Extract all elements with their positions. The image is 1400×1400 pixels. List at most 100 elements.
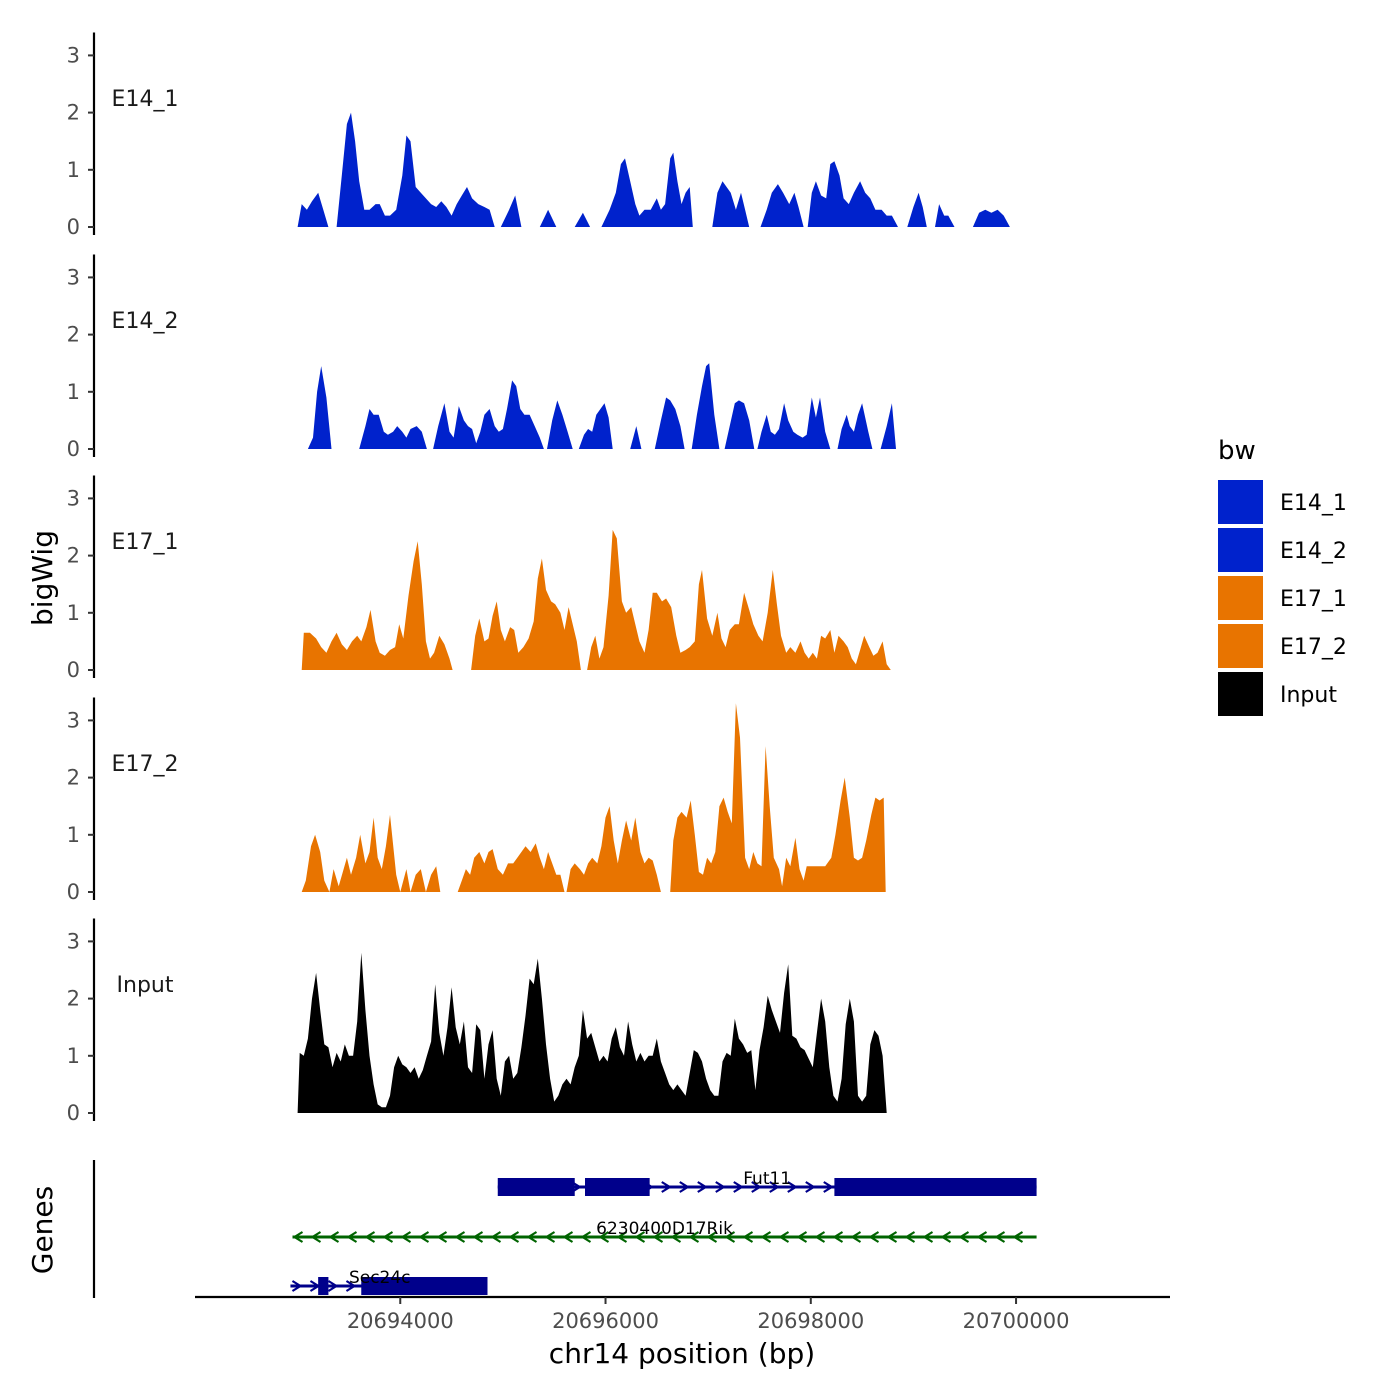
coverage-area-e17-1 [301,529,891,670]
track-label: E14_1 [112,87,179,112]
strand-arrow [715,1181,726,1193]
strand-arrow [814,1231,826,1243]
coverage-area-e17-2 [301,703,886,892]
x-tick-label: 20694000 [347,1309,454,1333]
strand-arrow [886,1231,898,1243]
strand-arrow [958,1231,970,1243]
y-tick-label: 3 [67,486,80,510]
strand-arrow [868,1231,880,1243]
y-tick-label: 1 [67,380,80,404]
strand-arrow [706,1231,718,1243]
strand-arrow [291,1280,303,1292]
y-tick-label: 3 [67,43,80,67]
strand-arrow [454,1231,466,1243]
y-axis-title: bigWig [26,530,59,626]
y-tick-label: 0 [67,1101,80,1125]
strand-arrow [670,1231,682,1243]
strand-arrow [328,1231,340,1243]
strand-arrow [778,1231,790,1243]
strand-arrow [850,1231,862,1243]
legend-swatch [1218,576,1263,620]
strand-arrow [346,1231,358,1243]
strand-arrow [661,1181,672,1193]
y-tick-label: 2 [67,544,80,568]
strand-arrow [382,1231,394,1243]
genes-track: Fut11 6230400D17Rik Sec24c [92,1160,1037,1298]
strand-arrow [769,1181,780,1193]
y-tick-label: 2 [67,766,80,790]
x-axis: 20694000 20696000 20698000 20700000 [195,1295,1170,1333]
strand-arrow [724,1231,736,1243]
exon-block [497,1178,575,1196]
legend-label: E17_1 [1280,587,1347,612]
strand-arrow [679,1181,690,1193]
gene-label: 6230400D17Rik [596,1219,733,1239]
strand-arrow [733,1181,744,1193]
strand-arrow [904,1231,916,1243]
gene-sec24c: Sec24c [290,1268,488,1295]
strand-arrow [327,1280,339,1292]
strand-arrow [994,1231,1006,1243]
strand-arrow [436,1231,448,1243]
y-tick-label: 1 [67,823,80,847]
strand-arrow [544,1231,556,1243]
track-label: E17_1 [112,530,179,555]
track-input: 0 1 2 3 Input [67,918,887,1125]
y-tick-label: 0 [67,658,80,682]
legend-swatch [1218,528,1263,572]
strand-arrow [751,1181,762,1193]
y-tick-label: 1 [67,1044,80,1068]
y-tick-label: 2 [67,987,80,1011]
y-tick-label: 0 [67,880,80,904]
bigwig-tracks: 0 1 2 3 E14_1 0 1 2 3 E14_2 0 1 2 3 E17_1 0 1 2 3 E17_2 0 1 2 3… [67,32,1010,1125]
strand-arrow [922,1231,934,1243]
gene-fut11: Fut11 [497,1169,1037,1196]
coverage-area-input [297,952,887,1113]
track-label: E17_2 [112,752,179,777]
track-e14-2: 0 1 2 3 E14_2 [67,254,896,461]
track-e17-2: 0 1 2 3 E17_2 [67,697,886,904]
y-tick-label: 0 [67,215,80,239]
gene-label: Sec24c [349,1268,411,1288]
strand-arrow [823,1181,834,1193]
strand-arrow [562,1231,574,1243]
strand-arrow [345,1280,357,1292]
exon-block [318,1277,329,1295]
strand-arrow [976,1231,988,1243]
strand-arrow [508,1231,520,1243]
gene-label: Fut11 [743,1169,791,1189]
strand-arrow [310,1231,322,1243]
strand-arrow [697,1181,708,1193]
strand-arrow [652,1231,664,1243]
exon-block [361,1277,488,1295]
strand-arrow [598,1231,610,1243]
x-tick-label: 20700000 [963,1309,1070,1333]
legend-swatch [1218,624,1263,668]
strand-arrow [796,1231,808,1243]
y-tick-label: 2 [67,101,80,125]
strand-arrow [418,1231,430,1243]
genes-axis-title: Genes [26,1186,59,1274]
legend-swatch [1218,672,1263,716]
strand-arrow [364,1231,376,1243]
strand-arrow [832,1231,844,1243]
exon-block [585,1178,650,1196]
y-tick-label: 2 [67,323,80,347]
x-tick-label: 20696000 [552,1309,659,1333]
strand-arrow [742,1231,754,1243]
y-tick-label: 0 [67,437,80,461]
x-tick-label: 20698000 [757,1309,864,1333]
strand-arrow [760,1231,772,1243]
legend-label: E14_1 [1280,491,1347,516]
track-e14-1: 0 1 2 3 E14_1 [67,32,1010,239]
strand-arrow [940,1231,952,1243]
track-label: E14_2 [112,309,179,334]
x-axis-title: chr14 position (bp) [549,1337,815,1370]
legend-label: Input [1280,683,1337,708]
y-tick-label: 1 [67,601,80,625]
strand-arrow [292,1231,304,1243]
strand-arrow [580,1231,592,1243]
exon-block [834,1178,1037,1196]
strand-arrow [472,1231,484,1243]
